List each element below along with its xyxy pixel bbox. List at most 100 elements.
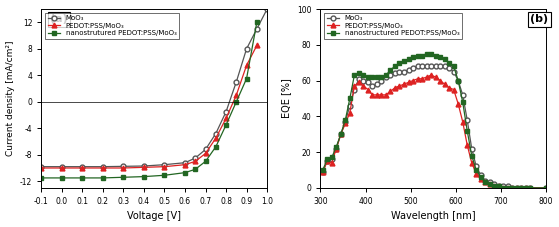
PEDOT:PSS/MoO₃ [441,83,448,86]
Legend: MoO₃, PEDOT:PSS/MoO₃, nanostructured PEDOT:PSS/MoO₃: MoO₃, PEDOT:PSS/MoO₃, nanostructured PED… [324,12,462,39]
nanostructured PEDOT:PSS/MoO₃ [387,69,394,71]
MoO₃ [373,83,380,86]
nanostructured PEDOT:PSS/MoO₃ [392,65,399,68]
MoO₃ [182,161,188,164]
MoO₃ [120,165,127,168]
nanostructured PEDOT:PSS/MoO₃ [468,154,475,157]
PEDOT:PSS/MoO₃ [369,94,376,96]
nanostrutured PEDOT:PSS/MoO₃ [182,171,188,174]
nanostructured PEDOT:PSS/MoO₃ [360,74,367,76]
MoO₃ [79,165,86,168]
PEDOT:PSS/MoO₃ [419,77,425,80]
PEDOT:PSS/MoO₃ [364,88,371,91]
MoO₃ [38,165,45,168]
nanostructured PEDOT:PSS/MoO₃ [500,187,506,189]
MoO₃ [437,65,443,68]
MoO₃ [441,65,448,68]
Legend: MoO₃, PEDOT:PSS/MoO₃, nanostrutured PEDOT:PSS/MoO₃: MoO₃, PEDOT:PSS/MoO₃, nanostrutured PEDO… [45,12,179,39]
Line: MoO₃: MoO₃ [320,64,548,190]
MoO₃ [523,187,529,189]
MoO₃ [428,65,434,68]
Line: nanostrutured PEDOT:PSS/MoO₃: nanostrutured PEDOT:PSS/MoO₃ [39,20,259,180]
MoO₃ [319,170,326,173]
MoO₃ [364,81,371,84]
MoO₃ [202,148,209,151]
PEDOT:PSS/MoO₃ [509,187,516,189]
PEDOT:PSS/MoO₃ [491,185,498,188]
MoO₃ [464,118,471,121]
nanostrutured PEDOT:PSS/MoO₃ [120,176,127,179]
nanostructured PEDOT:PSS/MoO₃ [396,61,403,64]
nanostructured PEDOT:PSS/MoO₃ [459,101,466,103]
nanostructured PEDOT:PSS/MoO₃ [382,74,389,76]
nanostructured PEDOT:PSS/MoO₃ [495,185,502,188]
MoO₃ [527,187,534,189]
MoO₃ [192,157,198,159]
PEDOT:PSS/MoO₃ [59,167,65,169]
PEDOT:PSS/MoO₃ [387,90,394,93]
MoO₃ [514,187,520,189]
PEDOT:PSS/MoO₃ [182,163,188,166]
PEDOT:PSS/MoO₃ [222,117,229,120]
Y-axis label: Current density [mA/cm²]: Current density [mA/cm²] [6,41,15,156]
PEDOT:PSS/MoO₃ [446,86,452,89]
nanostrutured PEDOT:PSS/MoO₃ [212,146,219,148]
nanostructured PEDOT:PSS/MoO₃ [464,129,471,132]
nanostructured PEDOT:PSS/MoO₃ [329,156,335,159]
MoO₃ [509,187,516,189]
nanostructured PEDOT:PSS/MoO₃ [410,56,416,59]
nanostrutured PEDOT:PSS/MoO₃ [100,177,106,179]
nanostructured PEDOT:PSS/MoO₃ [405,58,412,60]
MoO₃ [212,132,219,135]
MoO₃ [473,165,480,168]
PEDOT:PSS/MoO₃ [477,178,484,180]
MoO₃ [356,77,362,80]
nanostructured PEDOT:PSS/MoO₃ [378,76,385,78]
PEDOT:PSS/MoO₃ [464,144,471,146]
MoO₃ [382,76,389,78]
PEDOT:PSS/MoO₃ [486,183,493,186]
MoO₃ [410,67,416,69]
nanostructured PEDOT:PSS/MoO₃ [437,56,443,59]
nanostructured PEDOT:PSS/MoO₃ [455,79,462,82]
PEDOT:PSS/MoO₃ [324,160,330,162]
PEDOT:PSS/MoO₃ [329,161,335,164]
nanostructured PEDOT:PSS/MoO₃ [364,76,371,78]
MoO₃ [486,181,493,184]
PEDOT:PSS/MoO₃ [414,77,421,80]
PEDOT:PSS/MoO₃ [495,185,502,188]
MoO₃ [446,67,452,69]
PEDOT:PSS/MoO₃ [192,160,198,163]
nanostructured PEDOT:PSS/MoO₃ [477,176,484,178]
nanostructured PEDOT:PSS/MoO₃ [482,181,489,184]
X-axis label: Voltage [V]: Voltage [V] [127,211,181,222]
PEDOT:PSS/MoO₃ [347,111,353,114]
PEDOT:PSS/MoO₃ [401,83,408,86]
nanostructured PEDOT:PSS/MoO₃ [432,54,439,57]
nanostructured PEDOT:PSS/MoO₃ [324,158,330,161]
nanostructured PEDOT:PSS/MoO₃ [338,133,344,136]
MoO₃ [243,47,250,50]
nanostrutured PEDOT:PSS/MoO₃ [141,175,148,178]
MoO₃ [347,104,353,107]
nanostructured PEDOT:PSS/MoO₃ [369,76,376,78]
nanostructured PEDOT:PSS/MoO₃ [428,52,434,55]
Text: (a): (a) [50,15,68,25]
nanostructured PEDOT:PSS/MoO₃ [451,65,457,68]
PEDOT:PSS/MoO₃ [38,167,45,169]
PEDOT:PSS/MoO₃ [459,120,466,123]
MoO₃ [405,69,412,71]
Y-axis label: EQE [%]: EQE [%] [281,79,291,118]
nanostructured PEDOT:PSS/MoO₃ [356,72,362,75]
PEDOT:PSS/MoO₃ [161,165,168,168]
MoO₃ [387,74,394,76]
MoO₃ [233,81,240,83]
MoO₃ [423,65,430,68]
PEDOT:PSS/MoO₃ [451,88,457,91]
PEDOT:PSS/MoO₃ [351,85,358,87]
MoO₃ [432,65,439,68]
nanostrutured PEDOT:PSS/MoO₃ [243,77,250,80]
MoO₃ [504,185,511,188]
MoO₃ [495,185,502,188]
MoO₃ [451,70,457,73]
